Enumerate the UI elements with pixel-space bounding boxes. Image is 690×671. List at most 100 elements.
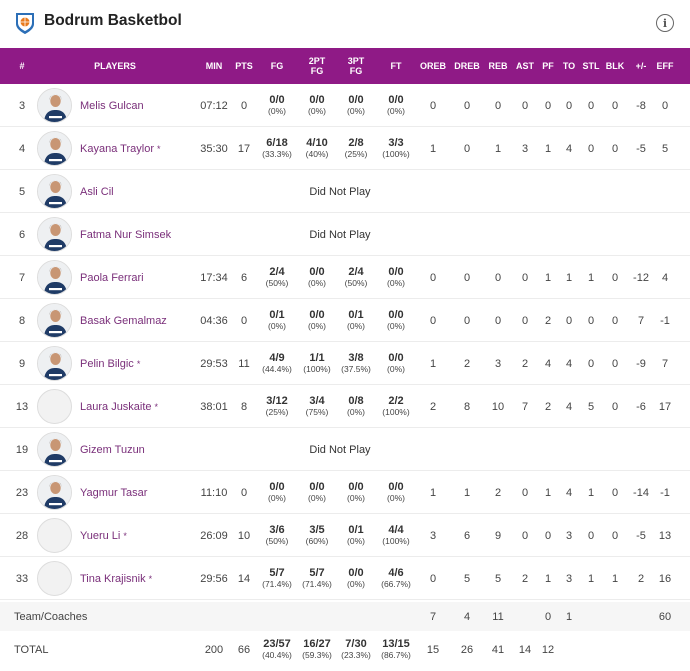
stat-p3-pct: (0%)	[347, 105, 365, 116]
player-name-link[interactable]: Gizem Tuzun	[80, 428, 198, 471]
team-reb: 11	[492, 610, 504, 623]
player-avatar[interactable]	[37, 217, 72, 252]
stat-dreb: 6	[463, 529, 471, 542]
stat-to: 4	[565, 400, 573, 413]
stat-pm: -12	[633, 271, 649, 284]
player-name-link[interactable]: Melis Gulcan	[80, 84, 198, 127]
stat-pts: 0	[240, 99, 248, 112]
stat-reb: 9	[494, 529, 502, 542]
player-avatar[interactable]	[37, 174, 72, 209]
info-icon[interactable]: i	[656, 14, 674, 32]
stat-ft-pct: (0%)	[387, 363, 405, 374]
stat-fg-made: 4/9	[269, 351, 285, 364]
table-row[interactable]: 3 Melis Gulcan 07:12 0 0/0 (0%) 0/0 (0%) 0/0 (0%)…	[0, 84, 690, 127]
totals-2pt: 16/27 (59.3%)	[297, 632, 337, 668]
col-header-ast: AST	[516, 61, 534, 71]
stat-eff: 5	[661, 142, 669, 155]
col-header-eff: EFF	[656, 61, 674, 71]
player-name-link[interactable]: Pelin Bilgic *	[80, 342, 198, 385]
player-name: Yagmur Tasar	[80, 486, 148, 499]
player-name-link[interactable]: Basak Gemalmaz	[80, 299, 198, 342]
player-avatar[interactable]	[37, 88, 72, 123]
stat-eff: -1	[660, 486, 670, 499]
player-name-link[interactable]: Tina Krajisnik *	[80, 557, 198, 600]
table-row[interactable]: 19 Gizem Tuzun Did Not Play	[0, 428, 690, 471]
stat-pf: 1	[544, 486, 552, 499]
stat-pts: 11	[238, 357, 250, 370]
stat-p2-made: 4/10	[306, 136, 328, 149]
player-name-link[interactable]: Paola Ferrari	[80, 256, 198, 299]
player-avatar[interactable]	[37, 260, 72, 295]
team-coaches-row: Team/Coaches 7 4 11 0 1 60	[0, 602, 690, 631]
stat-p3-pct: (0%)	[347, 492, 365, 503]
totals-dreb: 26	[460, 644, 474, 656]
table-row[interactable]: 4 Kayana Traylor * 35:30 17 6/18 (33.3%) 4/10 (4…	[0, 127, 690, 170]
table-row[interactable]: 7 Paola Ferrari 17:34 6 2/4 (50%) 0/0 (0%) 2/4 (5…	[0, 256, 690, 299]
table-row[interactable]: 28 Yueru Li * 26:09 10 3/6 (50%) 3/5 (60%) 0/1 (0%…	[0, 514, 690, 557]
stat-p2-pct: (100%)	[303, 363, 331, 374]
stat-ft-made: 4/4	[388, 523, 404, 536]
stat-p2-pct: (71.4%)	[302, 578, 332, 589]
totals-ft-made: 13/15	[382, 638, 410, 650]
player-name-link[interactable]: Yagmur Tasar	[80, 471, 198, 514]
starter-marker: *	[136, 358, 141, 369]
player-avatar[interactable]	[37, 131, 72, 166]
col-header-players: PLAYERS	[94, 61, 136, 71]
stat-dreb: 8	[463, 400, 471, 413]
stat-dreb: 0	[463, 142, 471, 155]
stat-p2: 4/10 (40%)	[297, 127, 337, 170]
table-row[interactable]: 23 Yagmur Tasar 11:10 0 0/0 (0%) 0/0 (0%) 0/0 (0%…	[0, 471, 690, 514]
player-name-link[interactable]: Asli Cil	[80, 170, 198, 213]
player-name-link[interactable]: Kayana Traylor *	[80, 127, 198, 170]
stat-pm: -6	[636, 400, 646, 413]
player-avatar-placeholder[interactable]	[37, 561, 72, 596]
player-name-link[interactable]: Laura Juskaite *	[80, 385, 198, 428]
player-avatar[interactable]	[37, 432, 72, 467]
table-row[interactable]: 8 Basak Gemalmaz 04:36 0 0/1 (0%) 0/0 (0%) 0/1 (0…	[0, 299, 690, 342]
table-row[interactable]: 5 Asli Cil Did Not Play	[0, 170, 690, 213]
team-coaches-label: Team/Coaches	[14, 610, 88, 623]
col-header-fg: FG	[270, 61, 284, 71]
player-avatar[interactable]	[37, 346, 72, 381]
stat-fg: 0/1 (0%)	[257, 299, 297, 342]
stat-fg-made: 3/6	[269, 523, 285, 536]
stat-ast: 0	[521, 314, 529, 327]
stat-fg-made: 0/0	[269, 93, 285, 106]
player-avatar[interactable]	[37, 475, 72, 510]
col-header-stl: STL	[582, 61, 600, 71]
starter-marker: *	[123, 530, 127, 541]
stat-ft: 2/2 (100%)	[376, 385, 416, 428]
totals-ft: 13/15 (86.7%)	[376, 632, 416, 668]
stat-pf: 1	[544, 572, 552, 585]
stat-ft: 0/0 (0%)	[376, 256, 416, 299]
stat-p3: 0/1 (0%)	[336, 514, 376, 557]
player-avatar-placeholder[interactable]	[37, 518, 72, 553]
player-avatar[interactable]	[37, 303, 72, 338]
stat-oreb: 1	[429, 486, 437, 499]
totals-label: TOTAL	[14, 644, 49, 656]
player-name: Fatma Nur Simsek	[80, 228, 172, 241]
team-header: Bodrum Basketbol i	[0, 0, 690, 48]
stat-ft-made: 0/0	[388, 93, 404, 106]
col-header-2pt-label: 2PT	[308, 56, 326, 66]
player-name-link[interactable]: Yueru Li *	[80, 514, 198, 557]
stat-blk: 0	[611, 271, 619, 284]
stat-p2-made: 0/0	[309, 308, 325, 321]
stat-min: 38:01	[200, 400, 228, 413]
stat-fg-made: 0/0	[269, 480, 285, 493]
stat-p2-pct: (0%)	[308, 105, 326, 116]
table-row[interactable]: 9 Pelin Bilgic * 29:53 11 4/9 (44.4%) 1/1 (100%)…	[0, 342, 690, 385]
player-name-link[interactable]: Fatma Nur Simsek	[80, 213, 198, 256]
table-row[interactable]: 13 Laura Juskaite * 38:01 8 3/12 (25%) 3/4 (75%)…	[0, 385, 690, 428]
stat-min: 26:09	[200, 529, 228, 542]
col-header-ft: FT	[390, 61, 402, 71]
stat-p3-pct: (50%)	[344, 277, 368, 288]
stat-blk: 0	[611, 99, 619, 112]
stat-ast: 2	[521, 572, 529, 585]
table-row[interactable]: 33 Tina Krajisnik * 29:56 14 5/7 (71.4%) 5/7 (71…	[0, 557, 690, 600]
player-avatar-placeholder[interactable]	[37, 389, 72, 424]
stat-pf: 1	[544, 142, 552, 155]
stat-reb: 3	[494, 357, 502, 370]
table-row[interactable]: 6 Fatma Nur Simsek Did Not Play	[0, 213, 690, 256]
stat-fg-pct: (25%)	[265, 406, 289, 417]
